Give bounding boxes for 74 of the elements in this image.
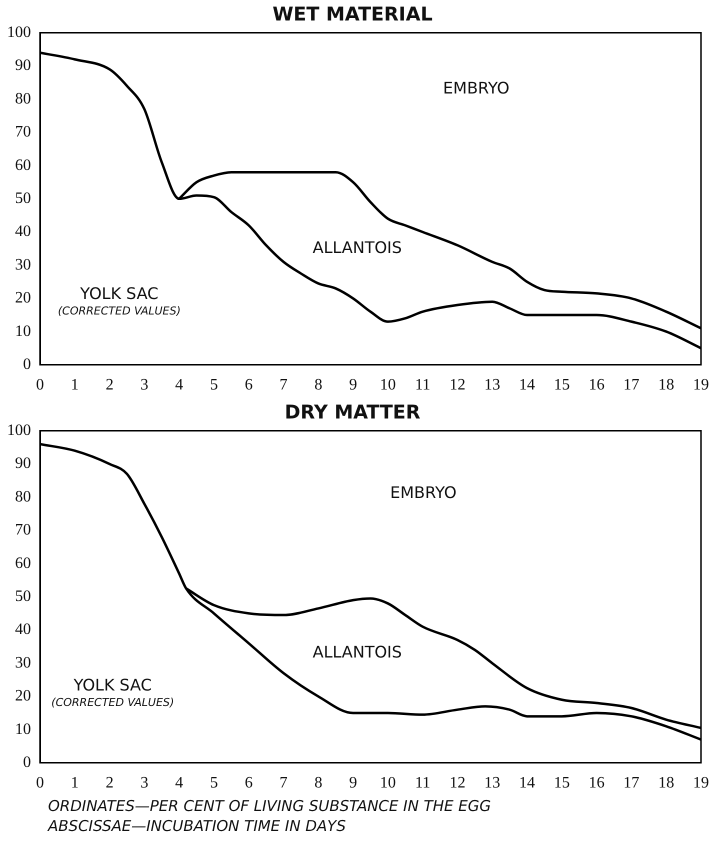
x-tick-label: 3 — [140, 774, 148, 792]
y-tick-label: 10 — [15, 322, 31, 340]
x-tick-label: 4 — [175, 774, 184, 792]
x-tick-label: 9 — [349, 774, 358, 792]
y-tick-label: 30 — [15, 256, 31, 274]
annotation: YOLK SAC — [79, 284, 158, 304]
text: ORDINATES—PER CENT OF LIVING SUBSTANCE IN THE EGG — [48, 796, 492, 816]
x-tick-label: 17 — [623, 774, 640, 792]
y-tick-label: 60 — [15, 554, 31, 572]
y-tick-label: 50 — [15, 190, 31, 208]
x-tick-label: 2 — [106, 376, 114, 394]
x-tick-label: 13 — [484, 376, 500, 394]
x-tick-label: 5 — [210, 774, 218, 792]
x-tick-label: 7 — [280, 376, 288, 394]
y-tick-label: 90 — [15, 455, 31, 472]
x-tick-label: 18 — [658, 376, 674, 394]
chart-title: DRY MATTER — [284, 401, 421, 424]
x-tick-label: 11 — [414, 774, 430, 792]
x-tick-label: 14 — [519, 774, 536, 792]
x-tick-label: 12 — [449, 376, 466, 394]
annotation: (CORRECTED VALUES) — [58, 304, 181, 318]
y-tick-label: 60 — [15, 156, 31, 174]
y-tick-label: 100 — [7, 422, 31, 440]
x-tick-label: 3 — [140, 376, 148, 394]
x-tick-label: 8 — [314, 774, 322, 792]
x-tick-label: 12 — [449, 774, 466, 792]
chart-title: WET MATERIAL — [272, 3, 433, 26]
y-tick-label: 30 — [15, 654, 31, 672]
x-tick-label: 1 — [70, 774, 79, 792]
x-tick-label: 6 — [244, 376, 253, 394]
x-tick-label: 5 — [210, 376, 218, 394]
y-tick-label: 20 — [15, 290, 31, 307]
x-tick-label: 11 — [414, 376, 430, 394]
x-tick-label: 10 — [380, 774, 396, 792]
y-tick-label: 80 — [15, 488, 31, 506]
x-tick-label: 19 — [693, 774, 709, 792]
x-tick-label: 2 — [106, 774, 114, 792]
x-tick-label: 14 — [519, 376, 536, 394]
x-tick-label: 7 — [280, 774, 288, 792]
y-tick-label: 40 — [15, 621, 31, 638]
y-tick-label: 10 — [15, 720, 31, 738]
annotation: ALLANTOIS — [312, 642, 402, 662]
y-tick-label: 70 — [15, 522, 31, 539]
annotation: EMBRYO — [443, 78, 510, 98]
y-tick-label: 40 — [15, 223, 31, 240]
x-tick-label: 6 — [244, 774, 253, 792]
y-tick-label: 80 — [15, 90, 31, 108]
x-tick-label: 9 — [349, 376, 358, 394]
x-tick-label: 17 — [623, 376, 640, 394]
annotation: YOLK SAC — [72, 676, 152, 695]
x-tick-label: 1 — [70, 376, 79, 394]
text: ABSCISSAE—INCUBATION TIME IN DAYS — [48, 816, 347, 836]
x-tick-label: 0 — [36, 376, 44, 394]
y-tick-label: 0 — [23, 754, 31, 772]
x-tick-label: 4 — [175, 376, 184, 394]
x-tick-label: 0 — [36, 774, 44, 792]
y-tick-label: 0 — [23, 356, 31, 374]
annotation: EMBRYO — [390, 483, 457, 502]
annotation: (CORRECTED VALUES) — [51, 696, 174, 709]
x-tick-label: 8 — [314, 376, 322, 394]
y-tick-label: 50 — [15, 588, 31, 606]
x-tick-label: 16 — [588, 376, 605, 394]
annotation: ALLANTOIS — [312, 238, 402, 257]
x-tick-label: 13 — [484, 774, 500, 792]
y-tick-label: 90 — [15, 57, 31, 74]
x-tick-label: 15 — [554, 376, 570, 394]
y-tick-label: 70 — [15, 124, 31, 141]
y-tick-label: 20 — [15, 688, 31, 705]
x-tick-label: 10 — [380, 376, 396, 394]
x-tick-label: 16 — [588, 774, 605, 792]
y-tick-label: 100 — [7, 24, 31, 42]
x-tick-label: 19 — [693, 376, 709, 394]
x-tick-label: 15 — [554, 774, 570, 792]
x-tick-label: 18 — [658, 774, 674, 792]
